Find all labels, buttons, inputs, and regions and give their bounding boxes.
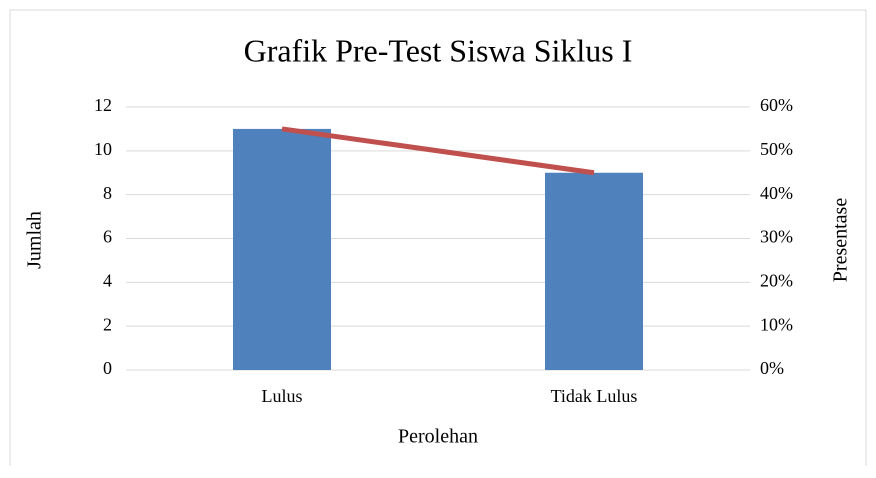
- y2-tick-label: 0%: [760, 358, 784, 378]
- y2-tick-label: 40%: [760, 183, 793, 203]
- x-axis-label: Perolehan: [398, 426, 478, 448]
- y-tick-label: 8: [103, 183, 112, 203]
- y2-axis-label: Presentase: [830, 198, 852, 283]
- y-tick-label: 10: [94, 139, 112, 159]
- y2-tick-label: 50%: [760, 139, 793, 159]
- y-tick-label: 2: [103, 314, 112, 334]
- line: [281, 126, 595, 176]
- y2-tick-label: 10%: [760, 314, 793, 334]
- y-tick-label: 0: [103, 358, 112, 378]
- y-tick-label: 12: [94, 95, 112, 115]
- x-tick-label: Tidak Lulus: [551, 386, 638, 406]
- bar: [545, 172, 643, 370]
- y2-tick-label: 20%: [760, 270, 793, 290]
- bar: [233, 128, 331, 370]
- x-tick-label: Lulus: [261, 386, 302, 406]
- y-tick-label: 6: [103, 227, 112, 247]
- chart-frame: [9, 9, 867, 466]
- y2-tick-label: 30%: [760, 227, 793, 247]
- y-tick-label: 4: [103, 270, 112, 290]
- chart-title: Grafik Pre-Test Siswa Siklus I: [244, 32, 633, 68]
- y2-tick-label: 60%: [760, 95, 793, 115]
- y-axis-label: Jumlah: [24, 211, 46, 269]
